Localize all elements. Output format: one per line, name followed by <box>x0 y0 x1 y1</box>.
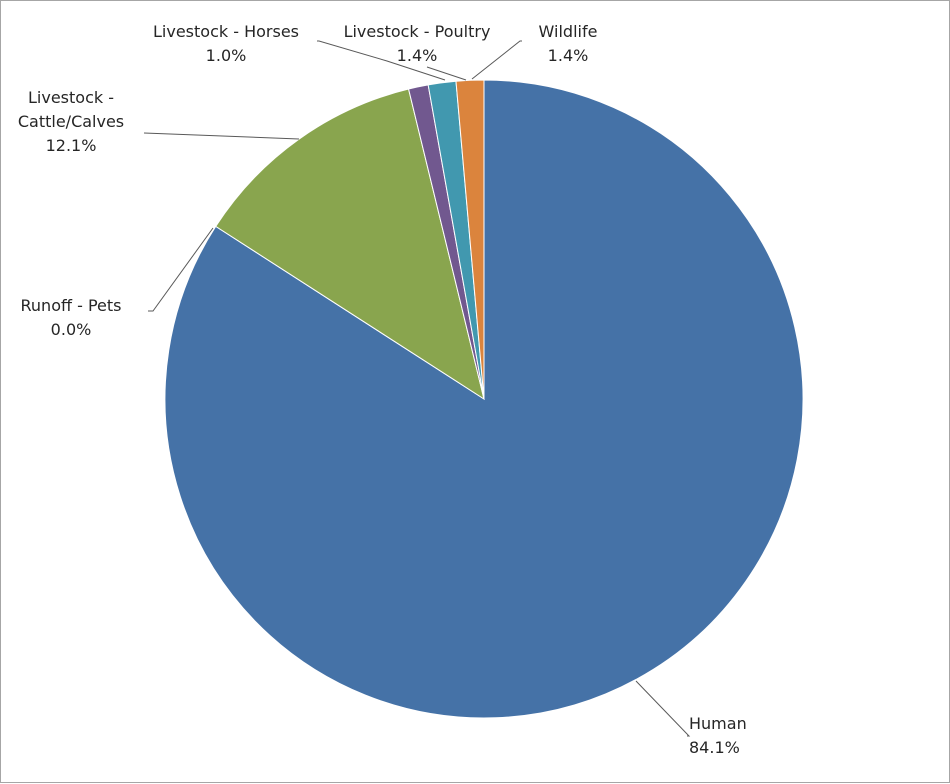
leader-line-human <box>635 680 691 737</box>
leader-line-livestock-poultry <box>426 66 467 81</box>
data-label-livestock-horses: Livestock - Horses 1.0% <box>153 22 299 65</box>
leader-line-wildlife <box>471 40 522 80</box>
data-label-livestock-cattle-calves: Livestock -Cattle/Calves 12.1% <box>18 88 124 155</box>
data-label-livestock-poultry: Livestock - Poultry 1.4% <box>344 22 491 65</box>
leader-line-runoff-pets <box>148 227 214 312</box>
pie-slice-wildlife <box>455 79 485 400</box>
data-label-human: Human 84.1% <box>689 714 747 757</box>
data-label-wildlife: Wildlife 1.4% <box>539 22 598 65</box>
leader-line-livestock-horses <box>317 40 446 81</box>
data-label-runoff-pets: Runoff - Pets 0.0% <box>21 296 122 339</box>
leader-line-livestock-cattle-calves <box>143 132 300 140</box>
